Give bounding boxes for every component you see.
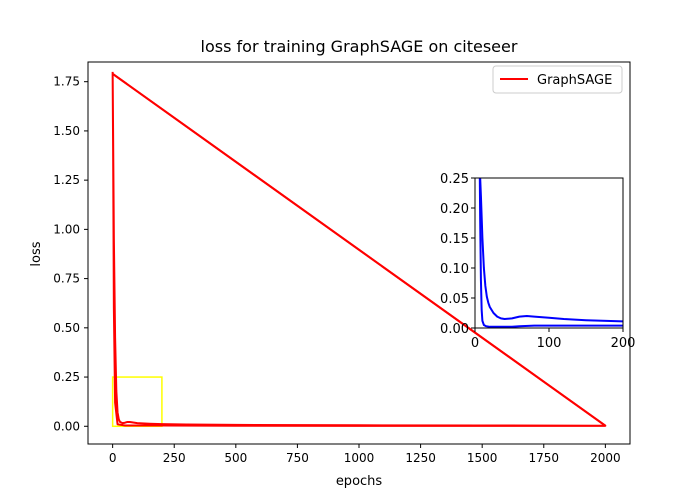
legend: GraphSAGE bbox=[492, 65, 623, 94]
x-tick-label: 1500 bbox=[467, 451, 498, 465]
x-tick-label: 1250 bbox=[405, 451, 436, 465]
series-line-graphsage bbox=[111, 71, 607, 427]
inset-lines bbox=[478, 178, 623, 328]
inset-y-tick-label: 0.05 bbox=[440, 292, 469, 307]
y-tick-label: 0.00 bbox=[53, 419, 80, 433]
y-axis-label: loss bbox=[29, 241, 44, 266]
inset-series-line bbox=[478, 178, 623, 328]
y-tick-label: 0.50 bbox=[53, 321, 80, 335]
y-tick-label: 1.75 bbox=[53, 75, 80, 89]
inset-background bbox=[475, 178, 623, 328]
inset-y-tick-label: 0.20 bbox=[440, 202, 469, 217]
y-tick-label: 0.75 bbox=[53, 272, 80, 286]
x-tick-label: 0 bbox=[109, 451, 117, 465]
inset-y-tick-label: 0.10 bbox=[440, 262, 469, 277]
x-tick-label: 500 bbox=[224, 451, 247, 465]
inset-y-tick-label: 0.25 bbox=[440, 172, 469, 187]
legend-label: GraphSAGE bbox=[537, 73, 612, 88]
y-tick-label: 0.25 bbox=[53, 370, 80, 384]
x-tick-label: 750 bbox=[286, 451, 309, 465]
x-tick-label: 1000 bbox=[344, 451, 375, 465]
y-tick-label: 1.00 bbox=[53, 222, 80, 236]
inset-x-tick-label: 0 bbox=[471, 336, 479, 351]
x-tick-label: 2000 bbox=[590, 451, 621, 465]
inset-x-tick-label: 200 bbox=[611, 336, 636, 351]
legend-frame bbox=[492, 65, 623, 94]
inset-x-tick-label: 100 bbox=[537, 336, 562, 351]
x-tick-label: 250 bbox=[163, 451, 186, 465]
x-axis-label: epochs bbox=[336, 474, 383, 489]
x-tick-label: 1750 bbox=[528, 451, 559, 465]
inset-series-line bbox=[479, 178, 623, 323]
y-tick-label: 1.50 bbox=[53, 124, 80, 138]
inset-plot-area: 0 100 200 0.00 0.05 0.10 0.15 0.20 0.25 bbox=[440, 172, 635, 351]
inset-y-tick-label: 0.00 bbox=[440, 322, 469, 337]
y-tick-label: 1.25 bbox=[53, 173, 80, 187]
inset-y-tick-label: 0.15 bbox=[440, 232, 469, 247]
series-line-graphsage bbox=[112, 72, 606, 427]
chart-title: loss for training GraphSAGE on citeseer bbox=[201, 37, 518, 56]
